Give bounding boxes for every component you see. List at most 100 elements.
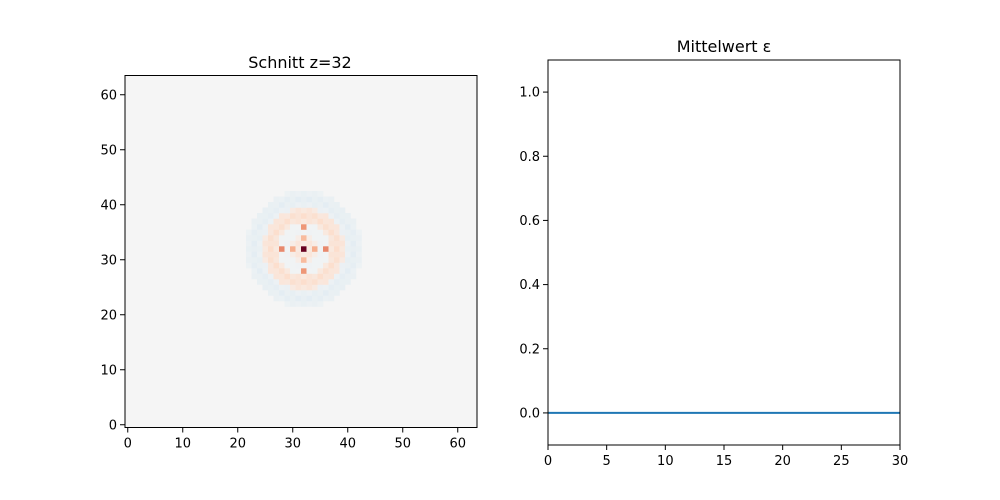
heatmap-cell bbox=[268, 207, 274, 214]
heatmap-cell bbox=[268, 284, 274, 291]
heatmap-cell bbox=[290, 279, 296, 285]
heatmap-cell bbox=[301, 235, 307, 241]
heatmap-cell bbox=[279, 262, 285, 269]
heatmap-cell bbox=[312, 196, 318, 203]
heatmap-cell bbox=[273, 246, 280, 252]
heatmap-cell bbox=[301, 295, 307, 302]
heatmap-cell bbox=[273, 196, 280, 203]
heatmap-cell bbox=[290, 218, 296, 225]
heatmap-cell bbox=[290, 240, 296, 247]
heatmap-cell bbox=[323, 251, 329, 258]
heatmap-cell bbox=[295, 279, 302, 285]
heatmap-cell bbox=[306, 279, 313, 285]
heatmap-cell bbox=[306, 284, 313, 291]
heatmap-cell bbox=[301, 290, 307, 296]
heatmap-cell bbox=[301, 207, 307, 214]
heatmap-cell bbox=[350, 257, 357, 263]
heatmap-cell bbox=[345, 218, 351, 225]
heatmap-cell bbox=[284, 290, 291, 296]
heatmap-cell bbox=[284, 262, 291, 269]
heatmap-cell bbox=[317, 268, 324, 274]
heatmap-cell bbox=[279, 257, 285, 263]
heatmap-cell bbox=[268, 279, 274, 285]
heatmap-cell bbox=[306, 235, 313, 241]
heatmap-cell bbox=[301, 240, 307, 247]
heatmap-cell bbox=[306, 290, 313, 296]
heatmap-cell bbox=[312, 301, 318, 307]
heatmap-cell bbox=[273, 240, 280, 247]
heatmap-cell bbox=[339, 229, 346, 236]
heatmap-cell bbox=[251, 262, 258, 269]
heatmap-cell bbox=[323, 213, 329, 219]
heatmap-cell bbox=[295, 273, 302, 280]
heatmap-cell bbox=[295, 295, 302, 302]
heatmap-cell bbox=[312, 284, 318, 291]
heatmap-cell bbox=[334, 235, 340, 241]
heatmap-cell bbox=[251, 224, 258, 230]
heatmap-cell bbox=[328, 202, 335, 208]
heatmap-cell bbox=[317, 251, 324, 258]
heatmap-panel: Schnitt z=32 0 10 20 30 40 50 60 0 10 20 30 40 50 60 bbox=[100, 53, 478, 452]
heatmap-cell bbox=[334, 273, 340, 280]
heatmap-cell bbox=[268, 213, 274, 219]
line-y-tick-label: 0.0 bbox=[519, 406, 540, 421]
heatmap-cell bbox=[356, 229, 362, 236]
heatmap-cell bbox=[317, 257, 324, 263]
heatmap-cell bbox=[262, 207, 269, 214]
heatmap-cell bbox=[339, 262, 346, 269]
heatmap-cell bbox=[290, 295, 296, 302]
heatmap-cell bbox=[290, 284, 296, 291]
heatmap-cell bbox=[284, 196, 291, 203]
heatmap-cell bbox=[334, 224, 340, 230]
heatmap-cell bbox=[262, 213, 269, 219]
heatmap-cell bbox=[262, 240, 269, 247]
heatmap-cell bbox=[323, 284, 329, 291]
heatmap-frame bbox=[124, 75, 478, 428]
heatmap-cell bbox=[273, 279, 280, 285]
heatmap-y-tick-label: 30 bbox=[100, 253, 117, 268]
heatmap-cell bbox=[262, 229, 269, 236]
heatmap-cell bbox=[262, 246, 269, 252]
heatmap-cell bbox=[306, 218, 313, 225]
heatmap-cell bbox=[268, 224, 274, 230]
heatmap-cell bbox=[339, 213, 346, 219]
heatmap-cell bbox=[246, 251, 252, 258]
heatmap-cell bbox=[317, 229, 324, 236]
heatmap-cell bbox=[268, 257, 274, 263]
heatmap-cell bbox=[334, 229, 340, 236]
heatmap-x-tick-label: 50 bbox=[394, 437, 411, 452]
heatmap-cell bbox=[262, 279, 269, 285]
heatmap-cell bbox=[262, 273, 269, 280]
heatmap-cell bbox=[279, 246, 285, 252]
heatmap-cell bbox=[323, 229, 329, 236]
heatmap-cell bbox=[328, 196, 335, 203]
heatmap-cell bbox=[273, 257, 280, 263]
heatmap-cell bbox=[257, 262, 263, 269]
heatmap-cell bbox=[323, 202, 329, 208]
heatmap-cell bbox=[312, 229, 318, 236]
heatmap-cell bbox=[350, 268, 357, 274]
heatmap-cell bbox=[284, 251, 291, 258]
heatmap-cell bbox=[273, 218, 280, 225]
heatmap-cell bbox=[279, 290, 285, 296]
heatmap-cell bbox=[301, 229, 307, 236]
heatmap-cell bbox=[345, 273, 351, 280]
heatmap-cell bbox=[284, 246, 291, 252]
heatmap-cell bbox=[251, 218, 258, 225]
heatmap-cell bbox=[290, 191, 296, 197]
heatmap-cell bbox=[317, 284, 324, 291]
heatmap-cell bbox=[301, 268, 307, 274]
heatmap-cell bbox=[268, 251, 274, 258]
heatmap-cell bbox=[284, 240, 291, 247]
heatmap-cell bbox=[257, 229, 263, 236]
heatmap-cell bbox=[257, 279, 263, 285]
heatmap-cell bbox=[284, 295, 291, 302]
heatmap-cell bbox=[334, 279, 340, 285]
heatmap-cell bbox=[290, 257, 296, 263]
heatmap-cell bbox=[350, 240, 357, 247]
heatmap-cell bbox=[345, 268, 351, 274]
line-x-tick-label: 30 bbox=[892, 454, 909, 469]
heatmap-cell bbox=[317, 191, 324, 197]
heatmap-cell bbox=[251, 257, 258, 263]
line-x-axis: 0 5 10 15 20 25 30 bbox=[544, 445, 908, 469]
